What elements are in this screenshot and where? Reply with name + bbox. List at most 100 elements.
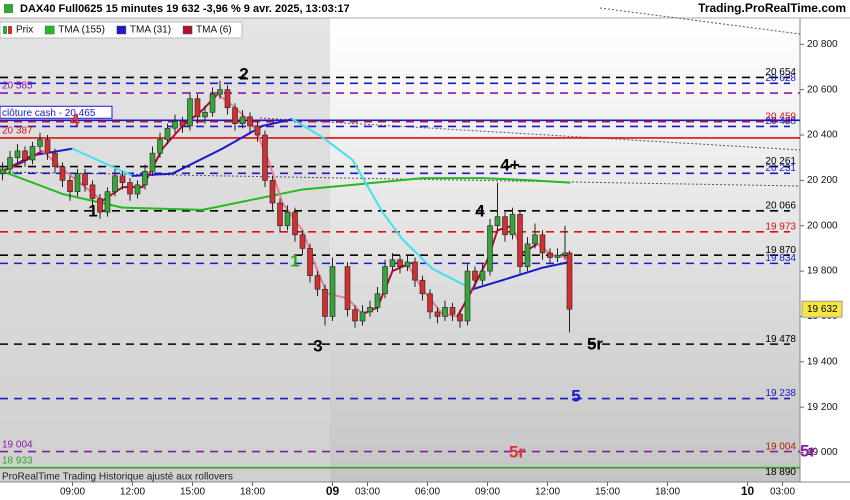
candle-body: [7, 157, 13, 170]
wave-annotation: 3: [313, 336, 322, 355]
candle-body: [464, 270, 471, 322]
x-tick-label: 18:00: [655, 487, 680, 498]
ma-line: [101, 161, 134, 177]
wave-annotation: 4: [70, 110, 80, 129]
header-bar: [0, 0, 850, 18]
wave-annotation: 5: [571, 386, 580, 405]
candle-body: [14, 150, 21, 158]
level-label: 19 004: [765, 441, 796, 452]
level-label: 20 438: [765, 116, 796, 127]
candle-body: [119, 175, 126, 183]
candle-body: [539, 234, 546, 254]
candle-body: [472, 270, 478, 281]
ma-line: [401, 238, 434, 270]
wave-annotation: 5r: [587, 334, 603, 353]
y-tick-label: 20 600: [807, 84, 838, 95]
level-label: 19 973: [765, 221, 796, 232]
candle-body: [224, 89, 231, 109]
x-tick-label: 12:00: [120, 487, 145, 498]
wave-annotation: 5r: [509, 442, 525, 461]
level-label: 19 004: [2, 439, 33, 450]
candle-body: [89, 184, 96, 199]
last-price-box: [801, 300, 843, 318]
level-label: 19 870: [765, 245, 796, 256]
candle-body: [239, 116, 246, 124]
wave-annotation: 4+: [500, 155, 519, 174]
x-tick-label: 09: [326, 484, 340, 498]
candle-body: [67, 180, 73, 193]
ma-line: [161, 124, 184, 150]
x-tick-label: 06:00: [415, 487, 440, 498]
candle-body: [254, 125, 261, 136]
x-tick-label: 03:00: [355, 487, 380, 498]
candle-body: [217, 89, 223, 95]
ma-line: [201, 188, 304, 211]
ma-line: [351, 158, 384, 214]
candle-body: [149, 152, 156, 172]
wave-annotation: 2: [239, 64, 248, 83]
wave-annotation: 4: [475, 201, 485, 220]
candle-body: [427, 293, 433, 313]
chart-title: DAX40 Full0625 15 minutes 19 632 -3,96 %…: [20, 3, 350, 15]
x-tick-label: 09:00: [60, 487, 85, 498]
y-tick-label: 19 200: [807, 402, 838, 413]
candle-body: [127, 182, 133, 195]
x-tick-label: 09:00: [475, 487, 500, 498]
ma-line: [481, 177, 534, 182]
ma-line: [501, 266, 544, 282]
x-axis-area: [0, 482, 850, 500]
ma-line: [71, 147, 104, 164]
candle-body: [52, 152, 58, 168]
x-tick-label: 12:00: [535, 487, 560, 498]
candle-body: [359, 311, 366, 322]
candle-body: [442, 307, 448, 317]
source: Trading.ProRealTime.com: [698, 1, 846, 15]
candle-body: [112, 175, 118, 193]
candle-body: [37, 139, 43, 147]
level-label-box: [0, 105, 113, 119]
legend-swatch: [8, 26, 12, 34]
candle-body: [457, 313, 463, 322]
candle-body: [44, 139, 51, 154]
level-label: clôture cash - 20 465: [2, 108, 96, 119]
candle-body: [97, 198, 103, 213]
candle-body: [284, 211, 291, 227]
candle-body: [404, 261, 411, 267]
ma-line: [1, 170, 64, 195]
level-label: 20 261: [765, 156, 796, 167]
y-tick-label: 20 800: [807, 39, 838, 50]
header-icon: [4, 4, 13, 13]
candle-body: [262, 134, 268, 181]
candle-body: [487, 225, 493, 272]
candle-body: [479, 270, 486, 281]
y-tick-label: 19 400: [807, 356, 838, 367]
y-tick-label: 20 200: [807, 175, 838, 186]
ma-line: [321, 136, 354, 161]
x-tick-label: 15:00: [595, 487, 620, 498]
candle-body: [29, 146, 36, 161]
trend-line: [599, 7, 801, 35]
level-label: 20 654: [765, 67, 796, 78]
legend-label: TMA (155): [58, 25, 105, 36]
x-tick-label: 18:00: [240, 487, 265, 498]
candle-body: [434, 311, 441, 317]
y-tick-label: 19 000: [807, 447, 838, 458]
candle-body: [352, 309, 358, 322]
ma-line: [121, 206, 204, 211]
candle-body: [187, 98, 193, 127]
level-label: 20 459: [765, 111, 796, 122]
x-tick-label: 15:00: [180, 487, 205, 498]
candle-body: [232, 107, 238, 124]
candle-body: [374, 293, 381, 308]
candle-body: [59, 166, 66, 181]
candle-body: [247, 116, 253, 127]
legend-label: TMA (6): [196, 25, 232, 36]
legend-swatch: [182, 25, 193, 35]
candle-body: [299, 234, 306, 249]
ma-line: [31, 147, 74, 157]
ma-line: [541, 261, 571, 269]
y-axis-area: [800, 18, 850, 482]
candle-body: [517, 214, 523, 267]
candle-body: [547, 252, 553, 258]
